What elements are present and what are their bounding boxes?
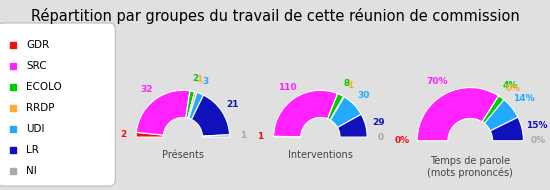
Wedge shape [186, 91, 195, 118]
Wedge shape [328, 94, 344, 120]
Text: 8: 8 [343, 79, 349, 88]
Text: 1: 1 [257, 132, 263, 141]
Text: RRDP: RRDP [26, 103, 55, 113]
Text: 4%: 4% [502, 81, 518, 90]
Wedge shape [191, 95, 229, 136]
Text: Interventions: Interventions [288, 150, 353, 160]
Text: 14%: 14% [513, 94, 535, 103]
Wedge shape [331, 97, 361, 127]
Text: LR: LR [26, 145, 39, 155]
Wedge shape [482, 96, 504, 124]
Wedge shape [202, 135, 230, 137]
Text: 70%: 70% [427, 77, 448, 86]
Wedge shape [338, 114, 367, 137]
Wedge shape [490, 117, 524, 141]
Wedge shape [485, 100, 518, 131]
Text: Répartition par groupes du travail de cette réunion de commission: Répartition par groupes du travail de ce… [31, 8, 519, 24]
Text: 21: 21 [227, 100, 239, 109]
Wedge shape [136, 90, 190, 135]
Wedge shape [274, 136, 301, 137]
FancyBboxPatch shape [0, 23, 116, 186]
Text: 0: 0 [377, 133, 383, 142]
Wedge shape [417, 88, 499, 141]
Wedge shape [136, 132, 163, 137]
Text: SRC: SRC [26, 61, 47, 71]
Text: 15%: 15% [526, 121, 547, 130]
Text: 110: 110 [278, 83, 296, 92]
Text: 0%: 0% [531, 136, 546, 145]
Text: 0%: 0% [395, 136, 410, 145]
Text: 2: 2 [120, 130, 127, 139]
Text: 32: 32 [140, 85, 152, 94]
Text: ECOLO: ECOLO [26, 82, 62, 92]
Text: 3: 3 [202, 77, 208, 86]
Wedge shape [330, 97, 344, 120]
Text: 1: 1 [240, 131, 246, 140]
Text: 2: 2 [192, 74, 198, 83]
Wedge shape [189, 93, 204, 120]
Text: 29: 29 [372, 118, 384, 127]
Text: 1: 1 [347, 81, 354, 90]
Text: GDR: GDR [26, 40, 50, 50]
Text: Temps de parole
(mots prononcés): Temps de parole (mots prononcés) [427, 156, 513, 178]
Wedge shape [188, 92, 197, 118]
Text: UDI: UDI [26, 124, 45, 134]
Wedge shape [274, 90, 338, 137]
Text: Présents: Présents [162, 150, 204, 160]
Text: 0%: 0% [506, 84, 521, 93]
Text: 30: 30 [357, 91, 370, 100]
Text: 1: 1 [196, 75, 202, 84]
Text: NI: NI [26, 166, 37, 176]
